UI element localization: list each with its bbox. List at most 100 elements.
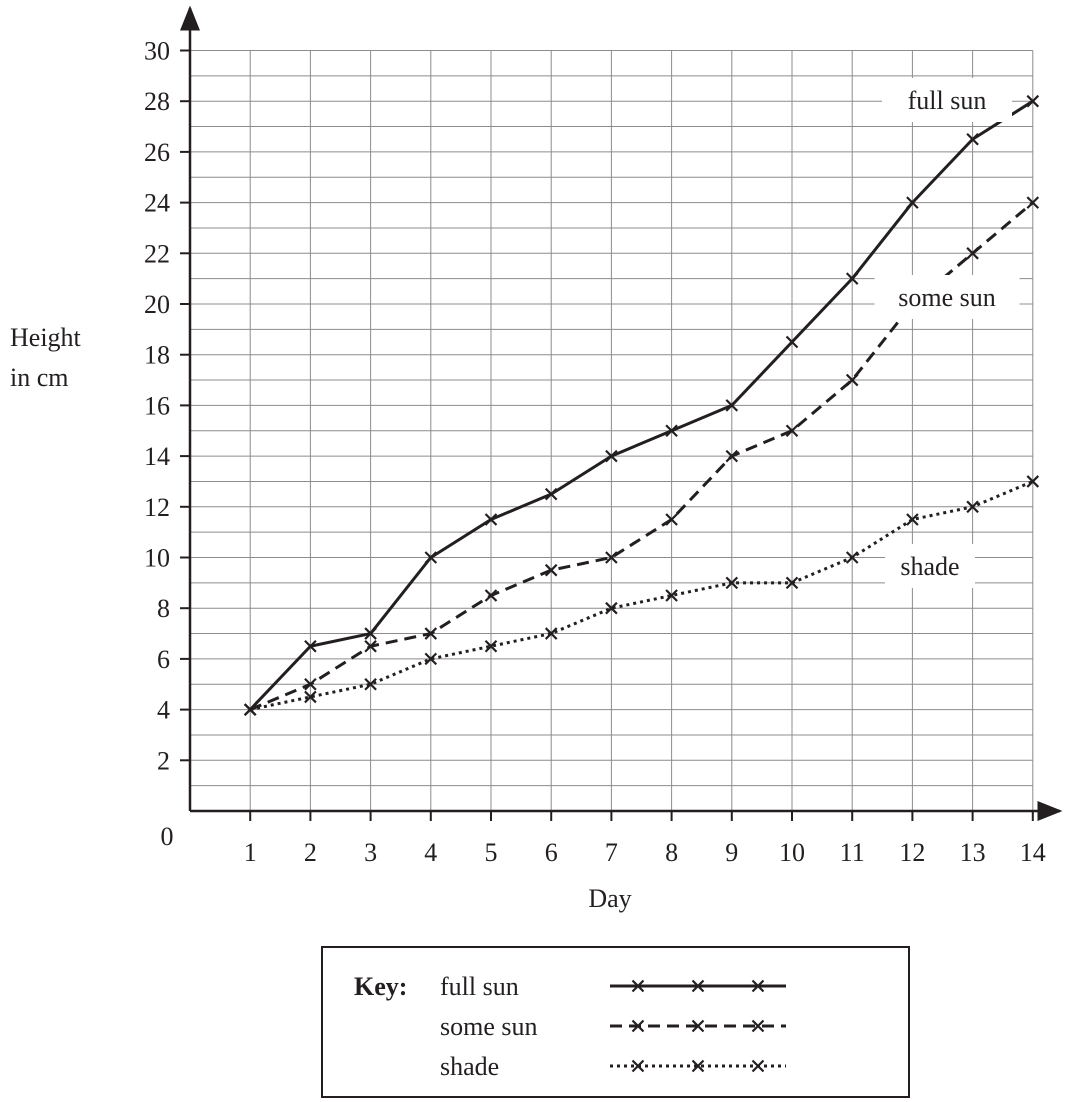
series-label-some-sun: some sun [898, 283, 996, 312]
y-tick-label: 8 [157, 594, 170, 623]
data-point [304, 639, 317, 653]
legend-box [321, 946, 910, 1098]
data-point [966, 247, 979, 260]
legend: Key: full sun some sun shade [321, 946, 910, 1098]
y-tick-label: 24 [144, 189, 170, 218]
data-point [424, 652, 438, 666]
y-tick-label: 6 [157, 645, 170, 674]
y-tick-label: 28 [144, 87, 170, 116]
legend-swatch-marker [751, 1019, 765, 1033]
data-point [484, 513, 498, 526]
x-tick-label: 3 [364, 838, 377, 867]
legend-entry-full-sun: full sun [440, 972, 519, 1001]
x-tick-label: 9 [725, 838, 738, 867]
x-tick-label: 6 [545, 838, 558, 867]
data-point [1026, 475, 1040, 488]
x-tick-label: 10 [779, 838, 805, 867]
y-tick-label: 10 [144, 544, 170, 573]
data-point [605, 551, 618, 564]
data-point [845, 551, 859, 564]
x-tick-label: 1 [244, 838, 257, 867]
legend-entry-shade: shade [440, 1052, 499, 1081]
data-point [364, 639, 377, 653]
data-point [424, 627, 438, 640]
data-point [364, 627, 377, 640]
legend-swatch-marker [691, 1019, 705, 1033]
origin-label: 0 [161, 822, 174, 851]
x-tick-label: 7 [605, 838, 618, 867]
y-tick-label: 26 [144, 138, 170, 167]
series-line-shade [249, 480, 1034, 712]
y-axis-label-line-2: in cm [10, 363, 69, 392]
legend-swatch-marker [691, 979, 705, 993]
x-tick-label: 8 [665, 838, 678, 867]
x-tick-label: 11 [840, 838, 865, 867]
data-point [845, 272, 859, 285]
data-point [243, 703, 257, 716]
data-point [605, 601, 618, 615]
data-point [725, 399, 739, 412]
legend-swatch-marker [631, 1059, 645, 1073]
data-point [785, 335, 799, 349]
y-tick-label: 20 [144, 290, 170, 319]
data-point [966, 500, 979, 514]
series-line-full-sun [249, 99, 1034, 711]
data-point [725, 576, 739, 590]
legend-swatch-marker [751, 1059, 765, 1073]
x-axis-label: Day [588, 884, 631, 913]
data-point [424, 551, 438, 564]
data-point [665, 424, 678, 438]
x-tick-label: 13 [960, 838, 986, 867]
data-point [845, 373, 859, 387]
data-point [725, 449, 739, 463]
y-tick-label: 12 [144, 493, 170, 522]
data-point [605, 449, 618, 463]
series-label-shade: shade [900, 552, 959, 581]
data-point [484, 639, 498, 653]
axes [180, 5, 1063, 821]
legend-swatches [610, 979, 786, 1073]
x-tick-label: 2 [304, 838, 317, 867]
series-label-bg [882, 78, 1012, 122]
legend-title: Key: [354, 972, 407, 1001]
y-tick-label: 30 [144, 37, 170, 66]
legend-swatch-marker [691, 1059, 705, 1073]
data-point [544, 563, 558, 577]
data-point [544, 487, 558, 501]
data-point [484, 589, 498, 602]
data-point [304, 677, 317, 691]
data-point [1026, 94, 1040, 108]
y-tick-label: 18 [144, 341, 170, 370]
legend-swatch-marker [631, 1019, 645, 1033]
data-point [906, 513, 919, 526]
y-tick-label: 16 [144, 391, 170, 420]
data-point [966, 132, 979, 146]
x-tick-label: 12 [899, 838, 925, 867]
x-tick-label: 14 [1020, 838, 1046, 867]
data-point [665, 513, 678, 526]
data-point [304, 690, 317, 704]
x-tick-label: 4 [424, 838, 437, 867]
series-label-bg [885, 544, 975, 588]
series-shade [243, 475, 1040, 716]
x-tick-label: 5 [485, 838, 498, 867]
series-label-bg [874, 275, 1020, 319]
grid [190, 50, 1034, 811]
data-point [785, 576, 799, 590]
legend-swatch-marker [631, 979, 645, 993]
legend-entry-some-sun: some sun [440, 1012, 538, 1041]
y-tick-label: 22 [144, 239, 170, 268]
data-point [665, 589, 678, 602]
y-tick-label: 4 [157, 696, 170, 725]
data-point [1026, 196, 1040, 209]
y-axis-label-line-1: Height [10, 323, 82, 352]
legend-swatch-marker [751, 979, 765, 993]
data-point [364, 677, 377, 691]
data-point [785, 424, 799, 438]
data-point [544, 627, 558, 640]
series-label-full-sun: full sun [908, 86, 987, 115]
data-point [906, 196, 919, 209]
series-labels: full sun some sun shade [874, 78, 1020, 588]
